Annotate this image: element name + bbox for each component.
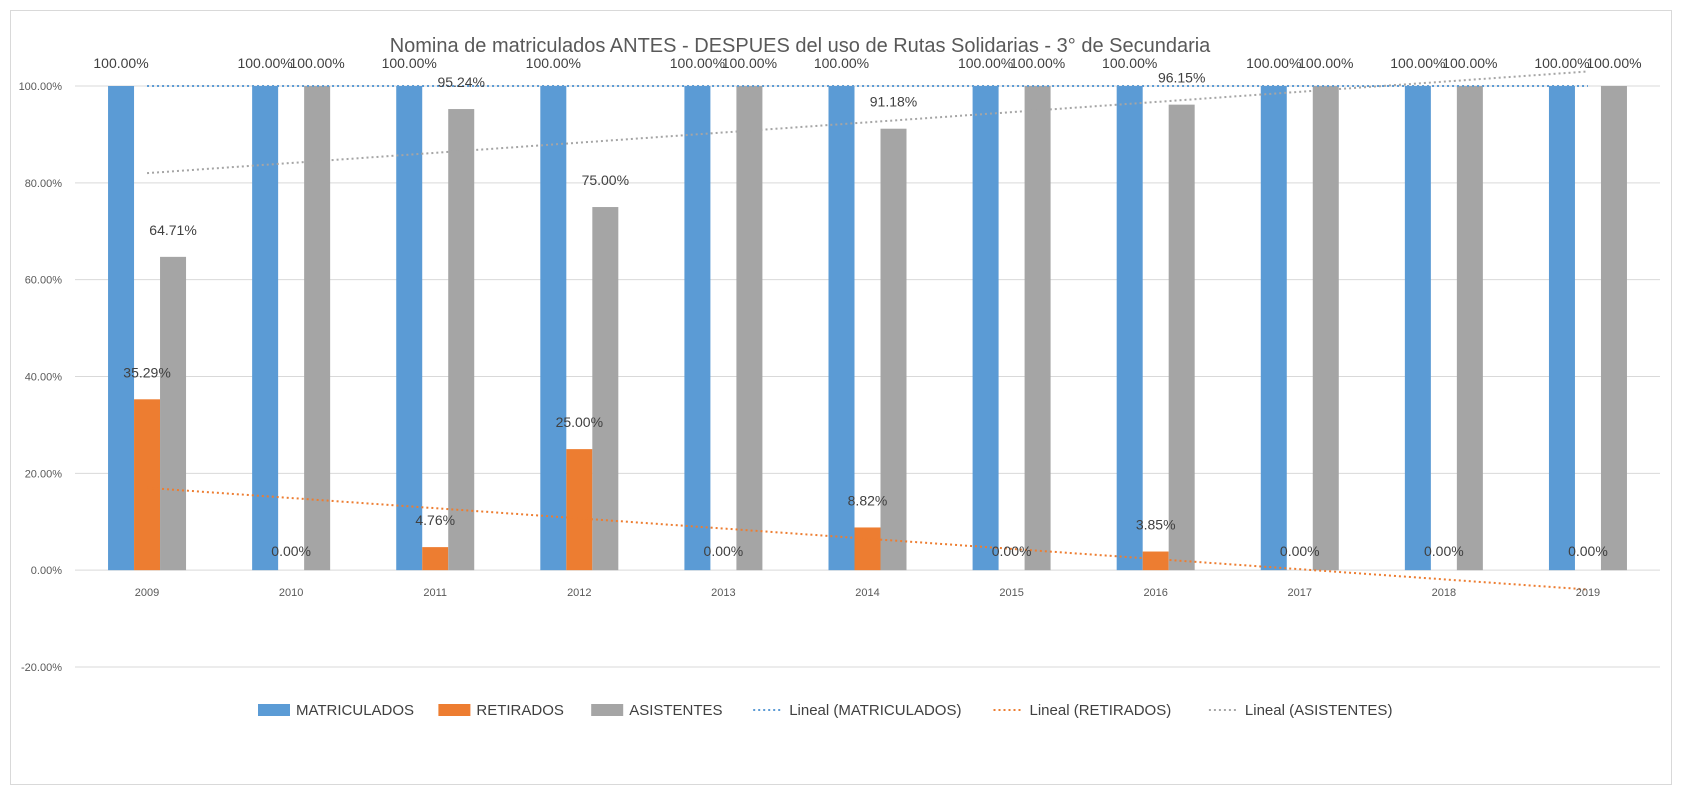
data-label-retirados: 8.82% [848,492,888,508]
trendline [146,70,1589,175]
bar-matriculados [1404,86,1431,571]
data-label-asistentes: 100.00% [289,55,344,71]
bar-asistentes [1168,104,1195,571]
bars [108,86,1627,571]
legend-swatch [438,704,471,716]
bar-matriculados [396,86,423,571]
bar-asistentes [592,207,619,571]
data-label-retirados: 25.00% [556,414,603,430]
bar-retirados [566,449,593,571]
chart-title: Nomina de matriculados ANTES - DESPUES d… [390,35,1211,57]
bar-retirados [854,527,881,571]
data-label-matriculados: 100.00% [1534,55,1589,71]
y-tick-label: 0.00% [31,565,62,577]
bar-matriculados [1548,86,1575,571]
data-label-retirados: 3.85% [1136,517,1176,533]
x-tick-label: 2016 [1143,587,1167,599]
bar-asistentes [880,128,907,571]
legend-label[interactable]: MATRICULADOS [296,702,414,719]
data-label-matriculados: 100.00% [1390,55,1445,71]
trendline [146,486,1589,591]
data-label-asistentes: 95.24% [437,74,484,90]
x-tick-label: 2010 [279,587,303,599]
x-tick-label: 2019 [1576,587,1600,599]
legend-label[interactable]: Lineal (MATRICULADOS) [789,702,961,719]
data-label-asistentes: 100.00% [722,55,777,71]
data-label-matriculados: 100.00% [382,55,437,71]
bar-asistentes [736,86,763,571]
data-label-matriculados: 100.00% [93,55,148,71]
y-tick-label: 60.00% [25,275,63,287]
legend-swatch [591,704,624,716]
data-labels: 100.00%35.29%64.71%100.00%0.00%100.00% 10… [93,55,1641,559]
data-label-retirados: 0.00% [1280,543,1320,559]
data-label-matriculados: 100.00% [526,55,581,71]
legend-label[interactable]: Lineal (ASISTENTES) [1245,702,1393,719]
x-tick-label: 2012 [567,587,591,599]
data-label-retirados: 4.76% [415,512,455,528]
legend-label[interactable]: Lineal (RETIRADOS) [1030,702,1172,719]
data-label-retirados: 0.00% [992,543,1032,559]
legend-label[interactable]: ASISTENTES [629,702,722,719]
data-label-retirados: 0.00% [1568,543,1608,559]
bar-matriculados [684,86,711,571]
data-label-asistentes: 64.71% [149,222,196,238]
bar-asistentes [1312,86,1339,571]
y-tick-label: 20.00% [25,468,63,480]
data-label-matriculados: 100.00% [1102,55,1157,71]
bar-asistentes [1456,86,1483,571]
bar-asistentes [448,109,475,571]
y-tick-label: 100.00% [19,81,63,93]
x-tick-label: 2014 [855,587,879,599]
x-tick-label: 2017 [1288,587,1312,599]
x-tick-label: 2009 [135,587,159,599]
legend[interactable]: MATRICULADOS RETIRADOS ASISTENTES Lineal (M… [258,702,1392,719]
bar-retirados [134,399,161,571]
bar-retirados [422,547,449,571]
bar-asistentes [1024,86,1051,571]
data-label-asistentes: 100.00% [1298,55,1353,71]
y-axis-ticks: -20.00% 0.00% 20.00% 40.00% 60.00% 80.00% 100.… [19,81,63,674]
bar-matriculados [828,86,855,571]
data-label-matriculados: 100.00% [237,55,292,71]
data-label-retirados: 0.00% [1424,543,1464,559]
data-label-matriculados: 100.00% [1246,55,1301,71]
data-label-retirados: 35.29% [123,364,170,380]
bar-matriculados [1260,86,1287,571]
y-tick-label: 40.00% [25,372,63,384]
legend-label[interactable]: RETIRADOS [476,702,564,719]
y-tick-label: 80.00% [25,178,63,190]
data-label-retirados: 0.00% [704,543,744,559]
x-tick-label: 2011 [423,587,447,599]
data-label-asistentes: 100.00% [1010,55,1065,71]
data-label-asistentes: 100.00% [1442,55,1497,71]
data-label-asistentes: 100.00% [1586,55,1641,71]
x-tick-label: 2013 [711,587,735,599]
bar-matriculados [1116,86,1143,571]
trendlines [146,70,1589,591]
data-label-asistentes: 75.00% [582,172,629,188]
data-label-matriculados: 100.00% [958,55,1013,71]
bar-matriculados [540,86,567,571]
bar-retirados [1142,551,1169,571]
bar-matriculados [252,86,279,571]
bar-asistentes [1600,86,1627,571]
y-tick-label: -20.00% [21,662,62,674]
x-tick-label: 2015 [999,587,1023,599]
bar-asistentes [304,86,331,571]
legend-swatch [258,704,290,716]
x-axis-ticks: 2009 2010 2011 2012 2013 2014 2015 2016 2017 2018… [135,587,1600,599]
bar-matriculados [108,86,135,571]
x-tick-label: 2018 [1432,587,1456,599]
bar-matriculados [972,86,999,571]
bar-asistentes [160,256,187,571]
data-label-matriculados: 100.00% [670,55,725,71]
data-label-matriculados: 100.00% [814,55,869,71]
data-label-retirados: 0.00% [271,543,311,559]
data-label-asistentes: 91.18% [870,94,917,110]
data-label-asistentes: 96.15% [1158,70,1205,86]
